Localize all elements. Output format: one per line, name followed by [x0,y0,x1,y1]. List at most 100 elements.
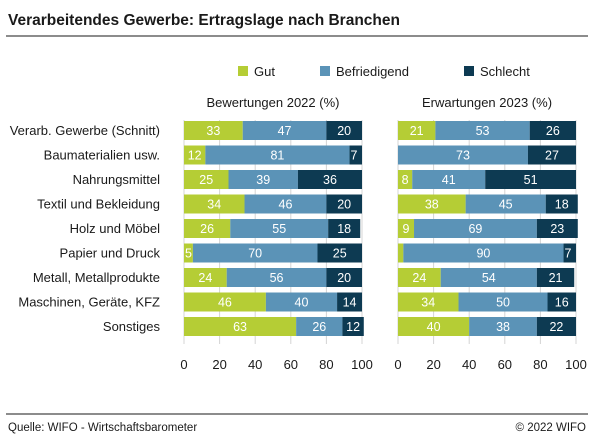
data-label: 41 [442,173,456,187]
data-label: 36 [323,173,337,187]
bar-segment-schlecht [485,170,576,189]
data-label: 40 [295,296,309,310]
bar-segment-befriedigend [205,145,350,165]
data-label: 23 [550,222,564,236]
data-label: 56 [270,271,284,285]
legend-swatch [238,66,248,76]
bar-segment-befriedigend [414,219,537,238]
bar-segment-befriedigend [398,145,528,165]
category-label: Verarb. Gewerbe (Schnitt) [10,123,160,138]
bar-segment-schlecht [297,170,362,189]
bar-segment-gut [398,194,466,214]
bar-segment-gut [184,219,231,238]
bar-segment-befriedigend [412,170,486,189]
bar-segment-befriedigend [230,219,329,238]
legend-swatch [320,66,330,76]
bar-segment-schlecht [563,243,576,263]
bar-segment-schlecht [326,268,362,287]
data-label: 34 [421,296,435,310]
bar-segment-schlecht [349,145,362,165]
bar-segment-befriedigend [226,268,327,287]
bar-segment-schlecht [342,317,364,336]
data-label: 51 [524,173,538,187]
data-label: 26 [546,124,560,138]
bar-segment-gut [184,243,193,263]
bar-segment-befriedigend [296,317,343,336]
bar-segment-gut [184,145,206,165]
category-labels: Verarb. Gewerbe (Schnitt) Baumaterialien … [10,123,161,334]
bar-segment-befriedigend [440,268,537,287]
bar-segment-gut [184,194,245,214]
bar-segment-schlecht [527,145,576,165]
bar-segment-gut [398,219,415,238]
data-label: 90 [476,247,490,261]
bar-segment-befriedigend [192,243,318,263]
data-label: 21 [549,271,563,285]
legend-label: Gut [254,64,275,79]
bar-segment-schlecht [326,194,362,214]
bar-segment-befriedigend [265,292,338,312]
bar-segment-gut [184,317,297,336]
source-note: Quelle: WIFO - Wirtschaftsbarometer [8,422,197,434]
x-tick-label: 20 [426,357,440,372]
data-label: 69 [468,222,482,236]
legend-label: Befriedigend [336,64,409,79]
data-label: 70 [248,247,262,261]
category-label: Papier und Druck [60,246,161,261]
bar-segment-gut [184,121,243,140]
data-label: 7 [565,247,572,261]
x-tick-label: 100 [351,357,373,372]
category-label: Holz und Möbel [70,221,160,236]
data-label: 20 [337,271,351,285]
bar-segment-gut [398,243,404,263]
bar-segment-gut [398,121,436,140]
bar-segment-gut [398,317,470,336]
data-label: 47 [278,124,292,138]
bar-segment-schlecht [536,219,578,238]
bar-segment-schlecht [337,292,362,312]
category-label: Sonstiges [103,319,161,334]
bar-segment-schlecht [536,268,575,287]
panel-title: Erwartungen 2023 (%) [422,95,552,110]
bar-segment-schlecht [317,243,362,263]
data-label: 39 [256,173,270,187]
x-tick-label: 80 [533,357,547,372]
data-label: 18 [555,198,569,212]
category-label: Maschinen, Geräte, KFZ [18,295,160,310]
data-label: 7 [351,149,358,163]
x-tick-label: 60 [284,357,298,372]
data-label: 16 [555,296,569,310]
x-tick-label: 60 [498,357,512,372]
data-label: 8 [402,173,409,187]
bar-segment-befriedigend [228,170,298,189]
x-tick-label: 20 [212,357,226,372]
legend-item-befriedigend: Befriedigend [320,64,409,79]
data-label: 27 [545,149,559,163]
bar-segment-befriedigend [403,243,564,263]
data-label: 22 [549,320,563,334]
data-label: 55 [272,222,286,236]
data-label: 21 [410,124,424,138]
bar-segment-schlecht [326,121,362,140]
bar-segment-schlecht [328,219,361,238]
x-tick-label: 0 [394,357,401,372]
figure-title: Verarbeitendes Gewerbe: Ertragslage nach… [8,12,400,29]
bar-segment-gut [398,268,441,287]
x-tick-label: 40 [248,357,262,372]
data-label: 53 [476,124,490,138]
x-tick-label: 40 [462,357,476,372]
data-label: 38 [425,198,439,212]
data-label: 14 [343,296,357,310]
data-label: 50 [496,296,510,310]
category-label: Metall, Metallprodukte [33,270,160,285]
legend-item-gut: Gut [238,64,275,79]
data-label: 63 [233,320,247,334]
data-label: 9 [403,222,410,236]
x-tick-label: 0 [180,357,187,372]
bar-segment-befriedigend [435,121,530,140]
x-tick-label: 80 [319,357,333,372]
data-label: 25 [199,173,213,187]
data-label: 33 [206,124,220,138]
